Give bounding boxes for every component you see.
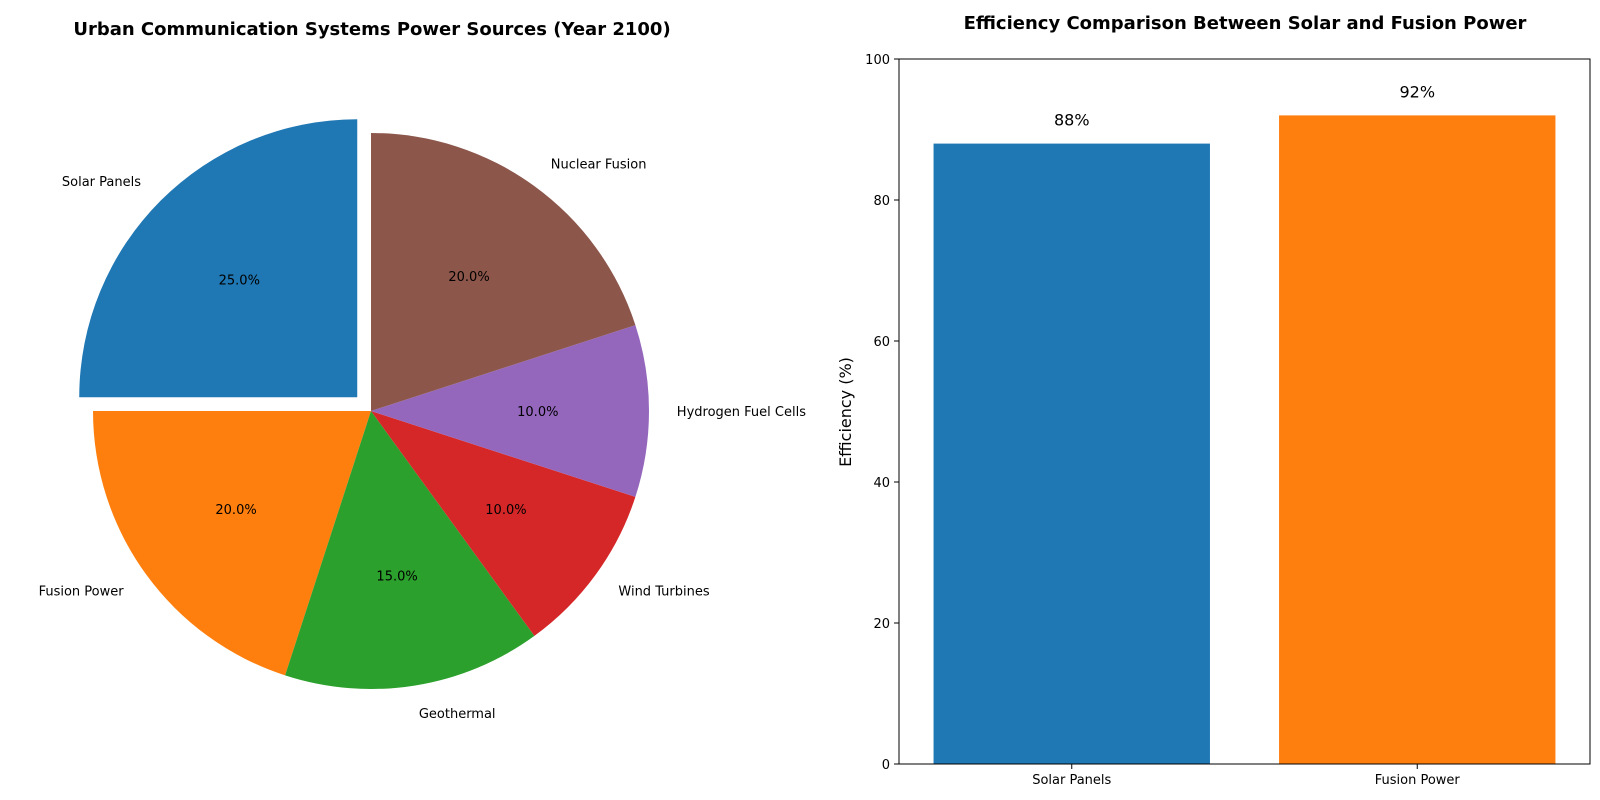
- y-tick-label-4: 80: [873, 194, 890, 209]
- y-axis-label: Efficiency (%): [836, 357, 855, 467]
- bar-1: [1279, 115, 1555, 764]
- pie-chart: Solar Panels 25.0% Fusion Power 20.0% Geothe…: [39, 119, 807, 722]
- pie-pct-label-3: 10.0%: [485, 503, 526, 518]
- pie-label-4: Hydrogen Fuel Cells: [677, 405, 806, 420]
- pie-label-5: Nuclear Fusion: [551, 158, 647, 173]
- pie-pct-label-4: 10.0%: [517, 405, 558, 420]
- y-tick-label-0: 0: [882, 758, 890, 773]
- y-tick-label-5: 100: [865, 53, 890, 68]
- pie-pct-label-2: 15.0%: [376, 570, 417, 585]
- pie-label-1: Fusion Power: [39, 585, 125, 600]
- bar-value-label-0: 88%: [1054, 111, 1090, 130]
- pie-label-0: Solar Panels: [62, 175, 141, 190]
- pie-pct-label-1: 20.0%: [215, 503, 256, 518]
- bar-0: [934, 144, 1210, 764]
- y-tick-label-2: 40: [873, 476, 890, 491]
- x-tick-label-1: Fusion Power: [1375, 773, 1461, 788]
- pie-pct-label-0: 25.0%: [219, 273, 260, 288]
- y-tick-label-1: 20: [873, 617, 890, 632]
- pie-pct-label-5: 20.0%: [448, 270, 489, 285]
- bar-chart: 88% Solar Panels 92% Fusion Power 0 20 40 60 80 1…: [865, 53, 1590, 788]
- pie-slice-0: [79, 119, 357, 397]
- pie-title: Urban Communication Systems Power Source…: [73, 19, 670, 40]
- pie-label-2: Geothermal: [419, 707, 496, 722]
- pie-label-3: Wind Turbines: [618, 585, 709, 600]
- bar-value-label-1: 92%: [1399, 82, 1435, 101]
- x-tick-label-0: Solar Panels: [1032, 773, 1111, 788]
- bar-title: Efficiency Comparison Between Solar and …: [964, 13, 1527, 34]
- y-tick-label-3: 60: [873, 335, 890, 350]
